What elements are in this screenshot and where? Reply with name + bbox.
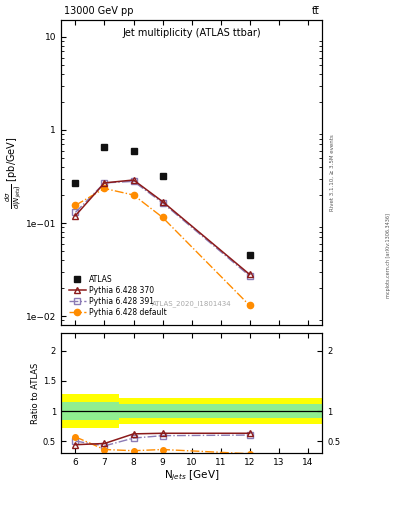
Pythia 6.428 default: [131, 192, 136, 198]
ATLAS: [247, 252, 252, 259]
X-axis label: N$_{jets}$ [GeV]: N$_{jets}$ [GeV]: [164, 468, 219, 483]
Pythia 6.428 370: [131, 177, 136, 183]
ATLAS: [102, 144, 107, 151]
Y-axis label: Rivet 3.1.10, ≥ 3.5M events: Rivet 3.1.10, ≥ 3.5M events: [330, 135, 335, 211]
Pythia 6.428 391: [102, 180, 107, 186]
Pythia 6.428 370: [160, 199, 165, 205]
Legend: ATLAS, Pythia 6.428 370, Pythia 6.428 391, Pythia 6.428 default: ATLAS, Pythia 6.428 370, Pythia 6.428 39…: [67, 273, 168, 318]
Pythia 6.428 391: [160, 200, 165, 206]
Pythia 6.428 391: [131, 178, 136, 184]
Pythia 6.428 370: [247, 271, 252, 278]
Pythia 6.428 391: [247, 273, 252, 279]
Pythia 6.428 391: [73, 209, 78, 216]
Pythia 6.428 default: [160, 215, 165, 221]
Line: Pythia 6.428 391: Pythia 6.428 391: [72, 178, 253, 279]
Line: Pythia 6.428 370: Pythia 6.428 370: [72, 177, 253, 278]
Text: 13000 GeV pp: 13000 GeV pp: [64, 6, 133, 16]
Y-axis label: $\frac{d\sigma}{d(N_{jets})}$ [pb/GeV]: $\frac{d\sigma}{d(N_{jets})}$ [pb/GeV]: [4, 137, 24, 209]
Text: tt̅: tt̅: [312, 6, 320, 16]
Pythia 6.428 370: [73, 212, 78, 219]
Text: ATLAS_2020_I1801434: ATLAS_2020_I1801434: [152, 300, 231, 307]
Line: Pythia 6.428 default: Pythia 6.428 default: [72, 185, 253, 309]
Y-axis label: Ratio to ATLAS: Ratio to ATLAS: [31, 362, 40, 423]
Pythia 6.428 default: [102, 185, 107, 191]
Pythia 6.428 default: [247, 303, 252, 309]
ATLAS: [160, 173, 165, 179]
Text: Jet multiplicity (ATLAS ttbar): Jet multiplicity (ATLAS ttbar): [122, 28, 261, 38]
Pythia 6.428 default: [73, 202, 78, 208]
ATLAS: [131, 147, 136, 154]
ATLAS: [73, 180, 78, 186]
Line: ATLAS: ATLAS: [72, 144, 253, 259]
Pythia 6.428 370: [102, 180, 107, 186]
Text: mcplots.cern.ch [arXiv:1306.3436]: mcplots.cern.ch [arXiv:1306.3436]: [386, 214, 391, 298]
